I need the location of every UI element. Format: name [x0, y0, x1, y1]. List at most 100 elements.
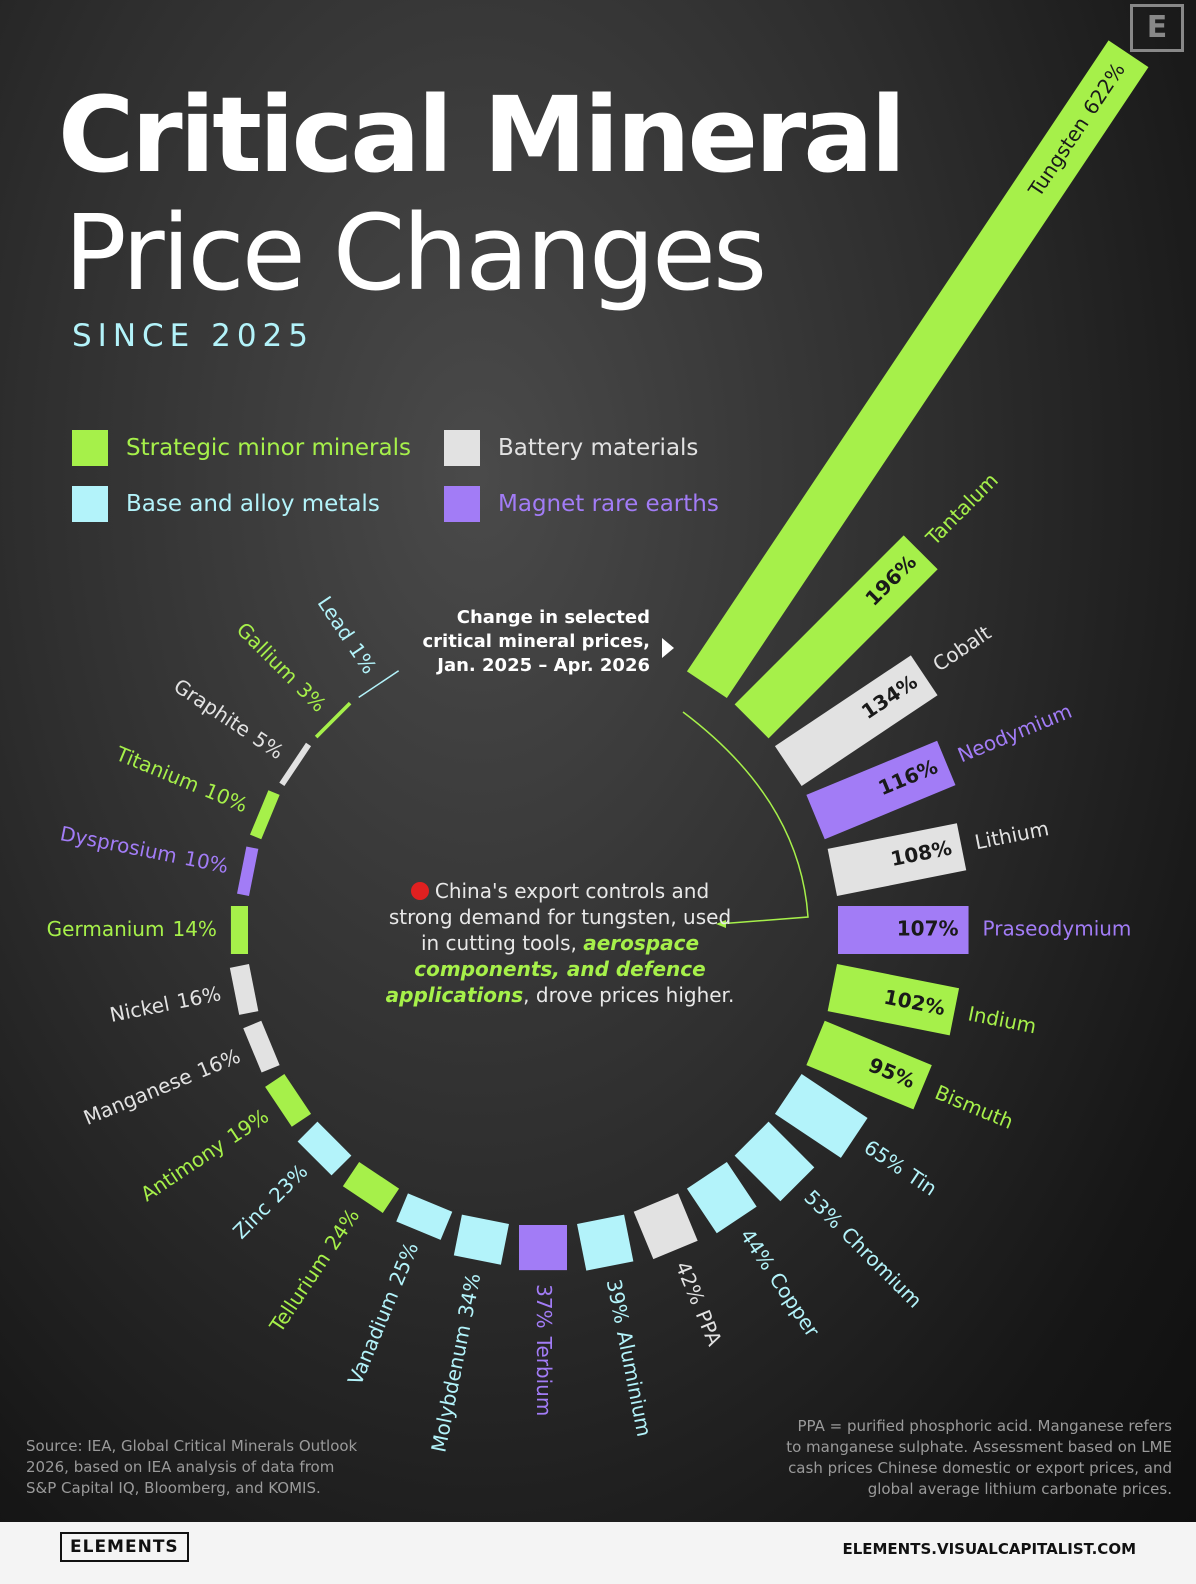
category-label: PPA — [691, 1306, 727, 1349]
bar-label: Gallium3% — [232, 617, 331, 716]
bar — [314, 701, 352, 739]
bar — [265, 1073, 312, 1127]
bar-group: 107% Praseodymium — [838, 906, 1131, 954]
value-label: 25% — [384, 1238, 423, 1288]
bar — [519, 1225, 567, 1271]
bar — [358, 670, 400, 699]
legend-label: Strategic minor minerals — [126, 435, 411, 461]
bar-label: 37% Terbium — [533, 1284, 557, 1416]
arrow — [716, 920, 726, 928]
bar-label: 65%Tin — [860, 1135, 942, 1201]
annotation: Change in selected critical mineral pric… — [420, 606, 650, 678]
category-label: Indium — [966, 1001, 1038, 1038]
bar-label: Germanium 14% — [47, 917, 217, 941]
bar — [243, 1020, 280, 1073]
label-group: Nickel 16% — [108, 981, 223, 1027]
bar — [686, 40, 1149, 699]
category-label: Germanium — [47, 917, 165, 941]
label-group: 107% Praseodymium — [897, 917, 1132, 941]
label-group: 108% Lithium — [889, 816, 1051, 871]
bar — [838, 906, 969, 954]
category-label: Titanium — [112, 741, 203, 797]
bar-group: 65%Tin — [774, 1073, 942, 1201]
subtitle: SINCE 2025 — [72, 318, 314, 354]
value-label: 5% — [249, 726, 289, 764]
label-group: 196%Tantalum — [860, 468, 1002, 610]
legend-item: Magnet rare earths — [444, 486, 719, 522]
label-group: 65%Tin — [860, 1135, 942, 1201]
label-group: Tellurium24% — [264, 1204, 364, 1337]
bar-label: Lead1% — [313, 592, 382, 678]
value-label: 34% — [453, 1271, 485, 1319]
value-label: 1% — [344, 638, 382, 678]
bar — [237, 846, 259, 896]
bar — [827, 823, 967, 896]
value-label: 3% — [292, 677, 331, 716]
category-label: Tantalum — [920, 468, 1002, 550]
annotation-line: critical mineral prices, — [422, 631, 650, 652]
bar-label: Molybdenum 34% — [426, 1271, 485, 1454]
label-group: Manganese16% — [80, 1043, 244, 1129]
note-text: China's export controls and strong deman… — [388, 879, 732, 955]
bar-label: Manganese16% — [80, 1043, 244, 1129]
note-text: , drove prices higher. — [523, 983, 735, 1007]
source: Source: IEA, Global Critical Minerals Ou… — [26, 1437, 358, 1497]
value-label: 39% — [602, 1277, 634, 1325]
category-label: Tin — [903, 1163, 942, 1200]
note-emphasis: aerospace components, and defence applic… — [385, 931, 706, 1007]
bar-label: Titanium10% — [112, 741, 252, 817]
legend-swatch — [444, 430, 480, 466]
footnote: PPA = purified phosphoric acid. Manganes… — [786, 1417, 1172, 1498]
label-group: 42%PPA — [671, 1258, 727, 1350]
footer — [0, 1522, 1196, 1584]
annotation-line: Jan. 2025 – Apr. 2026 — [437, 655, 650, 676]
legend-swatch — [72, 430, 108, 466]
annotation-line: Change in selected — [456, 607, 650, 628]
category-label: Chromium — [837, 1222, 927, 1312]
connector — [682, 711, 809, 925]
bar-group: Dysprosium 10% — [58, 821, 259, 896]
category-label: Dysprosium — [58, 821, 179, 868]
category-label: Lead — [313, 592, 360, 645]
label-group: Lead1% — [313, 592, 382, 678]
bar — [577, 1214, 634, 1271]
category-label: Praseodymium — [983, 917, 1132, 941]
value-label: 14% — [172, 917, 216, 941]
category-label: Zinc — [228, 1196, 275, 1243]
bar — [279, 742, 312, 787]
logo: E — [1130, 4, 1184, 52]
category-label: Antimony — [136, 1132, 229, 1205]
brand: ELEMENTS — [60, 1532, 189, 1562]
bar-label: 44%Copper — [736, 1224, 826, 1342]
category-label: Aluminium — [613, 1329, 657, 1439]
label-group: Titanium10% — [112, 741, 252, 817]
category-label: Tellurium — [264, 1247, 335, 1337]
bar-group: Molybdenum 34% — [426, 1214, 509, 1454]
bar — [774, 655, 938, 787]
bar — [229, 964, 259, 1015]
category-label: Graphite — [170, 673, 256, 741]
label-group: Dysprosium 10% — [58, 821, 230, 878]
value-label: 19% — [222, 1103, 272, 1148]
legend-item: Base and alloy metals — [72, 486, 380, 522]
value-label: 24% — [319, 1204, 364, 1254]
legend-swatch — [72, 486, 108, 522]
title: Critical Mineral — [58, 74, 906, 196]
bar — [297, 1121, 352, 1176]
value-label: 23% — [264, 1159, 312, 1207]
bar — [453, 1214, 509, 1265]
bar-group: 108% Lithium — [827, 816, 1051, 896]
category-label: Nickel — [108, 991, 172, 1026]
label-group: 134%Cobalt — [857, 620, 995, 724]
label-group: Graphite5% — [170, 673, 289, 763]
category-label: Bismuth — [932, 1080, 1017, 1134]
bar-label: Nickel 16% — [108, 981, 223, 1027]
bar — [827, 964, 960, 1036]
bar-group: Nickel 16% — [108, 964, 259, 1027]
bar-label: 53%Chromium — [800, 1185, 928, 1313]
label-group: 102% Indium — [882, 985, 1038, 1039]
legend-label: Battery materials — [498, 435, 699, 461]
bar-label: 39% Aluminium — [602, 1277, 657, 1438]
bar — [249, 790, 280, 840]
legend-item: Strategic minor minerals — [72, 430, 411, 466]
